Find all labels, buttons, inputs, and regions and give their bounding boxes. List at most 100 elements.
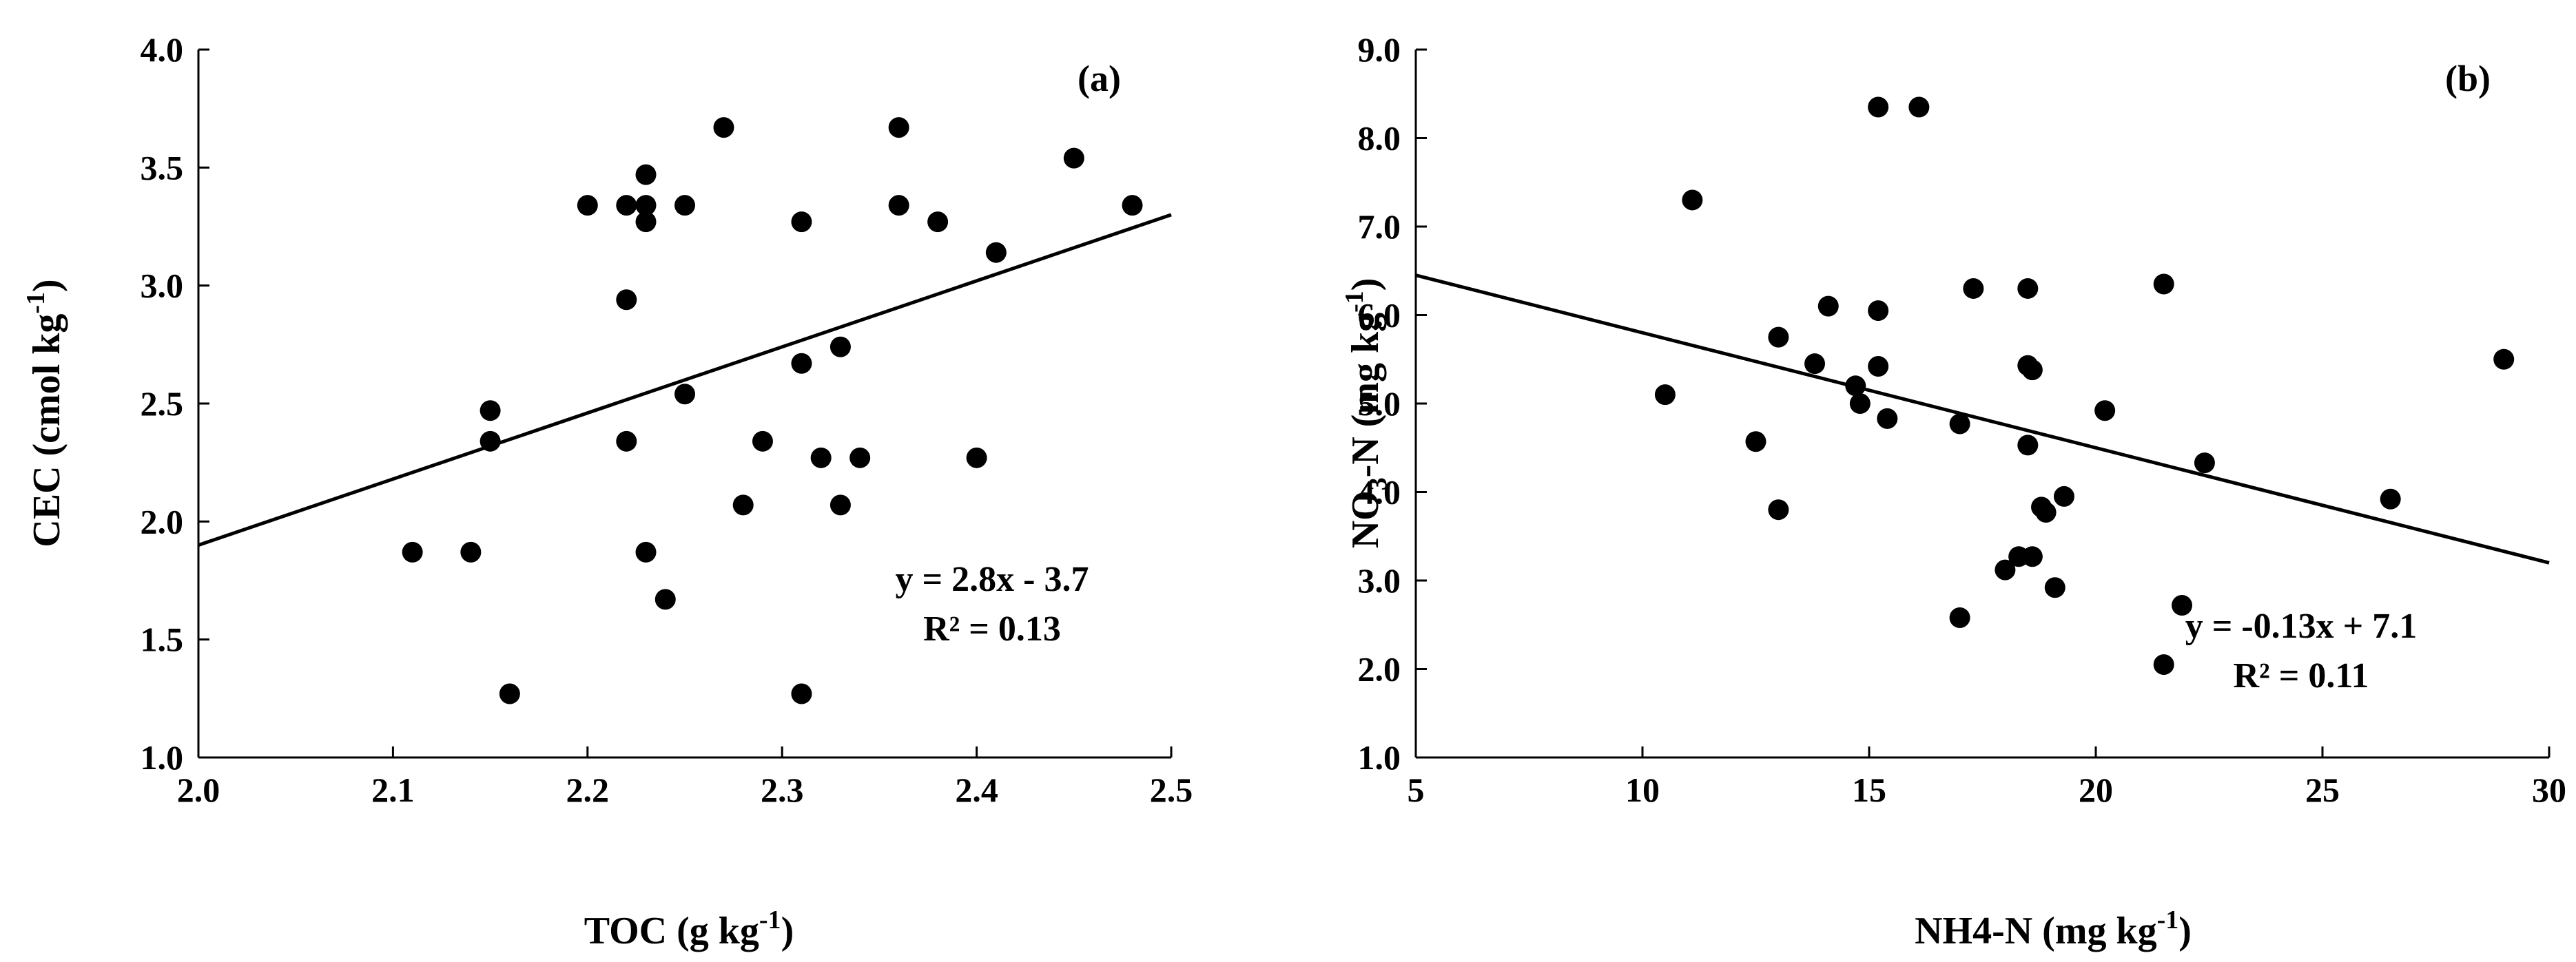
panel-a-y-tick-label: 2.0: [141, 502, 184, 541]
panel-b-y-tick-label: 5.0: [1358, 384, 1401, 423]
panel-b-data-point: [1849, 393, 1871, 414]
panel-a-data-point: [791, 353, 812, 374]
panel-b-x-tick-label: 25: [2305, 771, 2340, 809]
panel-a-data-point: [1122, 195, 1143, 216]
panel-b-data-point: [2380, 488, 2401, 510]
panel-b-data-point: [2053, 485, 2074, 507]
panel-a-data-point: [674, 384, 695, 405]
panel-a-y-axis-title-sup: -1: [21, 292, 50, 314]
panel-a-data-point: [480, 400, 501, 421]
panel-b-data-point: [1745, 431, 1766, 452]
panel-b-data-point: [2021, 546, 2043, 567]
panel-b-data-point: [1949, 413, 1970, 435]
panel-a-data-point: [732, 494, 754, 516]
panel-a-data-point: [849, 447, 871, 468]
panel-b-data-point: [2153, 273, 2174, 295]
panel-b-data-point: [2153, 654, 2174, 676]
panel-a-data-point: [635, 211, 657, 233]
panel-a-data-point: [655, 589, 676, 610]
panel-a-x-axis-title-tail: ): [781, 910, 794, 952]
panel-b-trendline: [1415, 273, 2550, 565]
panel-b-y-axis-title-tail: ): [1344, 278, 1387, 291]
panel-a-data-point: [635, 541, 657, 563]
panel-a-y-tick-label: 1.0: [141, 738, 184, 777]
panel-b-data-point: [1963, 278, 1984, 299]
panel-a-y-tick-label: 4.0: [141, 30, 184, 69]
panel-b-data-point: [1654, 384, 1676, 406]
panel-a-data-point: [460, 541, 482, 563]
panel-a-trendline: [198, 213, 1172, 547]
panel-a-label: (a): [1078, 58, 1121, 99]
panel-b-y-tick-label: 3.0: [1358, 561, 1401, 600]
panel-b-data-point: [1995, 559, 2016, 581]
panel-b-y-tick-label: 6.0: [1358, 296, 1401, 335]
panel-a-x-axis-title-main: TOC (g kg: [584, 910, 759, 952]
panel-a-data-point: [1063, 147, 1084, 169]
panel-b-data-point: [2094, 400, 2116, 421]
panel-a-y-tick-label: 1.5: [141, 620, 184, 659]
panel-a-data-point: [888, 117, 909, 138]
panel-b-y-axis-title-sub: 3: [1363, 477, 1392, 490]
panel-b-label: (b): [2445, 58, 2491, 99]
panel-b-data-point: [2044, 577, 2065, 598]
panel-a-data-point: [674, 195, 695, 216]
panel-a-data-point: [713, 117, 734, 138]
panel-a-y-tick-label: 3.5: [141, 148, 184, 187]
panel-b-x-tick-label: 10: [1625, 771, 1660, 809]
panel-a-data-point: [810, 447, 832, 468]
panel-b-data-point: [2017, 435, 2039, 456]
panel-a-data-point: [888, 195, 909, 216]
panel-a-data-point: [927, 211, 949, 233]
panel-a-data-point: [577, 195, 598, 216]
panel-b-y-tick-label: 9.0: [1358, 30, 1401, 69]
panel-b-data-point: [1768, 326, 1789, 348]
panel-b-data-point: [1768, 499, 1789, 521]
panel-b-data-point: [1845, 375, 1866, 397]
panel-b-r-squared: R² = 0.11: [2234, 656, 2369, 696]
panel-a-y-tick-label: 2.5: [141, 384, 184, 423]
panel-b-x-tick-label: 20: [2079, 771, 2113, 809]
panel-b-data-point: [1908, 96, 1930, 118]
panel-a-x-axis-title-sup: -1: [759, 906, 781, 934]
panel-b-x-tick-label: 15: [1852, 771, 1886, 809]
panel-b-data-point: [2194, 452, 2215, 474]
panel-b-x-axis-title: NH4-N (mg kg-1): [1915, 906, 2192, 952]
panel-a-marks: 1.0 1.5 2.0 2.5 3.0 3.5 4.0 2.0 2.1 2.2 2.3 2.4 2.5: [141, 30, 1193, 809]
panel-a-data-point: [830, 494, 851, 516]
panel-a-data-point: [480, 430, 501, 452]
panel-a-y-tick-label: 3.0: [141, 266, 184, 305]
panel-a-data-point: [616, 289, 637, 311]
panel-a-x-tick-label: 2.5: [1150, 771, 1193, 809]
panel-a-x-axis-title: TOC (g kg-1): [584, 906, 794, 952]
panel-b-data-point: [1949, 607, 1970, 628]
panel-b-y-axis-title-sup: -1: [1340, 291, 1369, 313]
panel-b-x-axis-title-tail: ): [2178, 910, 2192, 952]
panel-b-data-point: [1868, 356, 1889, 377]
panel-a-x-tick-label: 2.1: [371, 771, 415, 809]
panel-a-equation: y = 2.8x - 3.7: [896, 560, 1089, 599]
panel-b-data-point: [1868, 300, 1889, 322]
panel-a-data-point: [966, 447, 987, 468]
panel-b-data-point: [1804, 353, 1826, 375]
panel-b-data-point: [2172, 594, 2193, 616]
panel-a-x-tick-label: 2.4: [955, 771, 998, 809]
panel-a-x-tick-label: 2.2: [566, 771, 610, 809]
panel-a-scatter-chart: 1.01.52.02.53.03.54.02.0 2.1 2.2 2.3 2.4 2.5 …: [21, 30, 1193, 952]
panel-b-data-point: [1682, 189, 1703, 211]
panel-b-data-point: [2017, 278, 2039, 299]
panel-a-data-point: [791, 211, 812, 233]
panel-b-x-axis-title-main: NH4-N (mg kg: [1915, 910, 2157, 952]
panel-a-data-point: [635, 195, 657, 216]
panel-b-x-tick-label: 30: [2532, 771, 2566, 809]
panel-a-x-tick-label: 2.0: [177, 771, 220, 809]
panel-a-data-point: [616, 195, 637, 216]
panel-b-data-point: [1868, 96, 1889, 118]
panel-b-y-tick-label: 4.0: [1358, 473, 1401, 512]
panel-a-data-point: [752, 430, 773, 452]
panel-b-x-tick-label: 5: [1408, 771, 1425, 809]
panel-a-data-point: [791, 683, 812, 704]
panel-b-marks: 1.0 2.0 3.0 4.0 5.0 6.0 7.0 8.0 9.0 5 10 15 20 25 30: [1358, 30, 2567, 809]
panel-a-x-tick-label: 2.3: [761, 771, 804, 809]
